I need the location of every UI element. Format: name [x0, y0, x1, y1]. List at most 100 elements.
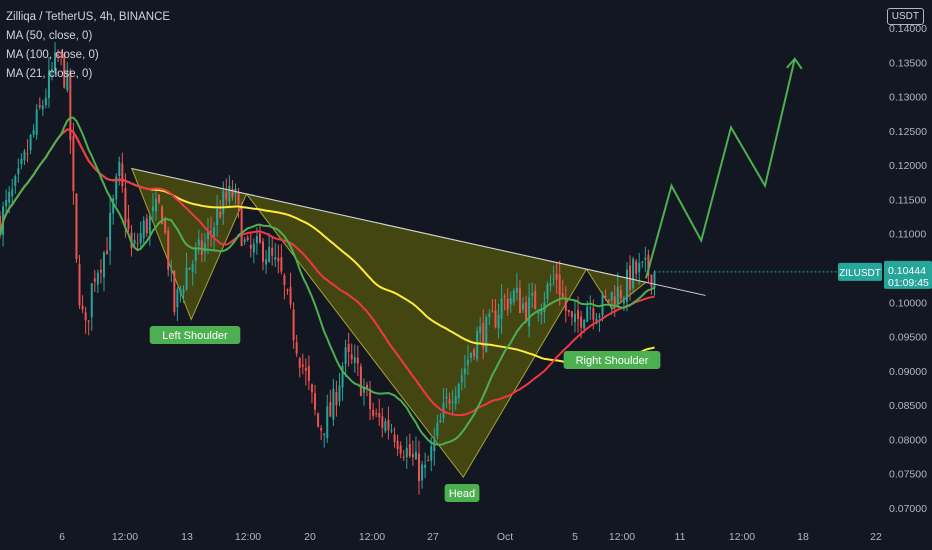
candle-body: [81, 305, 84, 310]
candle-body: [99, 269, 102, 273]
candle-body: [176, 289, 179, 308]
candle-body: [274, 256, 277, 260]
candle-body: [424, 464, 427, 468]
candle-body: [203, 243, 206, 253]
price-axis[interactable]: 0.14000 0.13500 0.13000 0.12500 0.12000 0.115…: [654, 0, 932, 550]
candle-body: [115, 176, 118, 200]
time-tick: Oct: [497, 531, 513, 543]
candle-body: [66, 71, 69, 91]
candle-body: [540, 309, 543, 315]
candle-body: [488, 313, 491, 318]
candle-body: [54, 52, 57, 71]
candle-body: [93, 278, 96, 282]
candle-body: [650, 274, 653, 288]
candle-body: [494, 310, 497, 328]
candle-body: [460, 375, 463, 383]
head-label[interactable]: Head: [444, 484, 480, 502]
candle-body: [638, 263, 641, 273]
candle-body: [280, 257, 283, 272]
candle-body: [454, 395, 457, 404]
candle-body: [317, 413, 320, 427]
time-tick: 6: [59, 531, 65, 543]
candle-body: [353, 357, 356, 363]
candle-body: [421, 464, 424, 481]
candle-body: [405, 447, 408, 458]
candle-body: [164, 219, 167, 233]
candle-body: [133, 239, 136, 244]
candle-body: [265, 259, 268, 265]
candle-body: [577, 310, 580, 320]
candle-body: [341, 365, 344, 388]
currency-label[interactable]: USDT: [886, 8, 924, 25]
candle-body: [292, 309, 295, 341]
candle-body: [8, 191, 11, 203]
candle-body: [23, 151, 26, 161]
candle-body: [506, 298, 509, 310]
price-tick: 0.11500: [889, 194, 926, 206]
candle-body: [482, 322, 485, 348]
candle-body: [51, 69, 53, 71]
neckline[interactable]: [131, 168, 706, 296]
candle-body: [47, 70, 50, 99]
candle-body: [564, 297, 567, 312]
candle-body: [632, 258, 635, 288]
candle-body: [350, 354, 353, 360]
candle-body: [491, 311, 494, 313]
candle-body: [326, 406, 329, 439]
candle-body: [5, 199, 8, 207]
candle-body: [629, 265, 632, 290]
candle-body: [436, 423, 439, 437]
candle-body: [546, 284, 549, 299]
time-tick: 12:00: [729, 531, 755, 543]
candle-body: [240, 207, 243, 247]
legend-ma21[interactable]: MA (21, close, 0): [6, 68, 93, 80]
candle-body: [307, 366, 310, 382]
candle-body: [314, 393, 317, 410]
candle-body: [470, 352, 472, 359]
candle-body: [366, 384, 368, 388]
candle-body: [381, 416, 384, 428]
candle-body: [191, 263, 194, 272]
candle-body: [518, 288, 521, 313]
legend-ma50[interactable]: MA (50, close, 0): [6, 30, 93, 42]
candle-body: [127, 218, 130, 229]
time-tick: 12:00: [235, 531, 261, 543]
left-shoulder-label[interactable]: Left Shoulder: [149, 326, 241, 344]
candle-body: [347, 343, 350, 353]
candle-body: [148, 215, 151, 234]
right-shoulder-label[interactable]: Right Shoulder: [563, 351, 661, 369]
candle-body: [503, 295, 506, 297]
candle-body: [225, 191, 228, 200]
candlestick-series: [0, 41, 656, 495]
candle-body: [63, 54, 66, 88]
candle-body: [268, 246, 271, 262]
legend-ma100[interactable]: MA (100, close, 0): [6, 49, 99, 61]
candle-body: [161, 206, 164, 225]
candle-body: [32, 130, 35, 135]
candle-body: [427, 460, 430, 462]
candle-body: [237, 192, 240, 205]
time-tick: 12:00: [609, 531, 635, 543]
symbol-tag-bg: [838, 262, 882, 281]
pattern-triangle-3: [585, 268, 648, 310]
candle-body: [69, 70, 72, 141]
price-tick: 0.13000: [889, 92, 927, 104]
candle-body: [335, 392, 338, 406]
candle-body: [338, 385, 341, 402]
candle-body: [521, 303, 524, 310]
projection-path[interactable]: [645, 58, 796, 279]
candle-body: [11, 189, 14, 197]
candle-body: [359, 366, 362, 396]
candle-body: [408, 444, 411, 457]
head-label-bg: [444, 484, 480, 502]
time-axis[interactable]: 6 12:00 13 12:00 20 12:00 27 Oct 5 12:00 11 12:00 18…: [59, 531, 882, 543]
price-tick: 0.07500: [889, 469, 927, 481]
candle-body: [200, 240, 203, 255]
candle-body: [252, 243, 255, 253]
candle-body: [393, 434, 396, 443]
legend-title[interactable]: Zilliqa / TetherUS, 4h, BINANCE: [6, 11, 171, 23]
price-tick: 0.12000: [889, 160, 927, 172]
candle-body: [151, 206, 154, 212]
candle-body: [641, 261, 644, 263]
